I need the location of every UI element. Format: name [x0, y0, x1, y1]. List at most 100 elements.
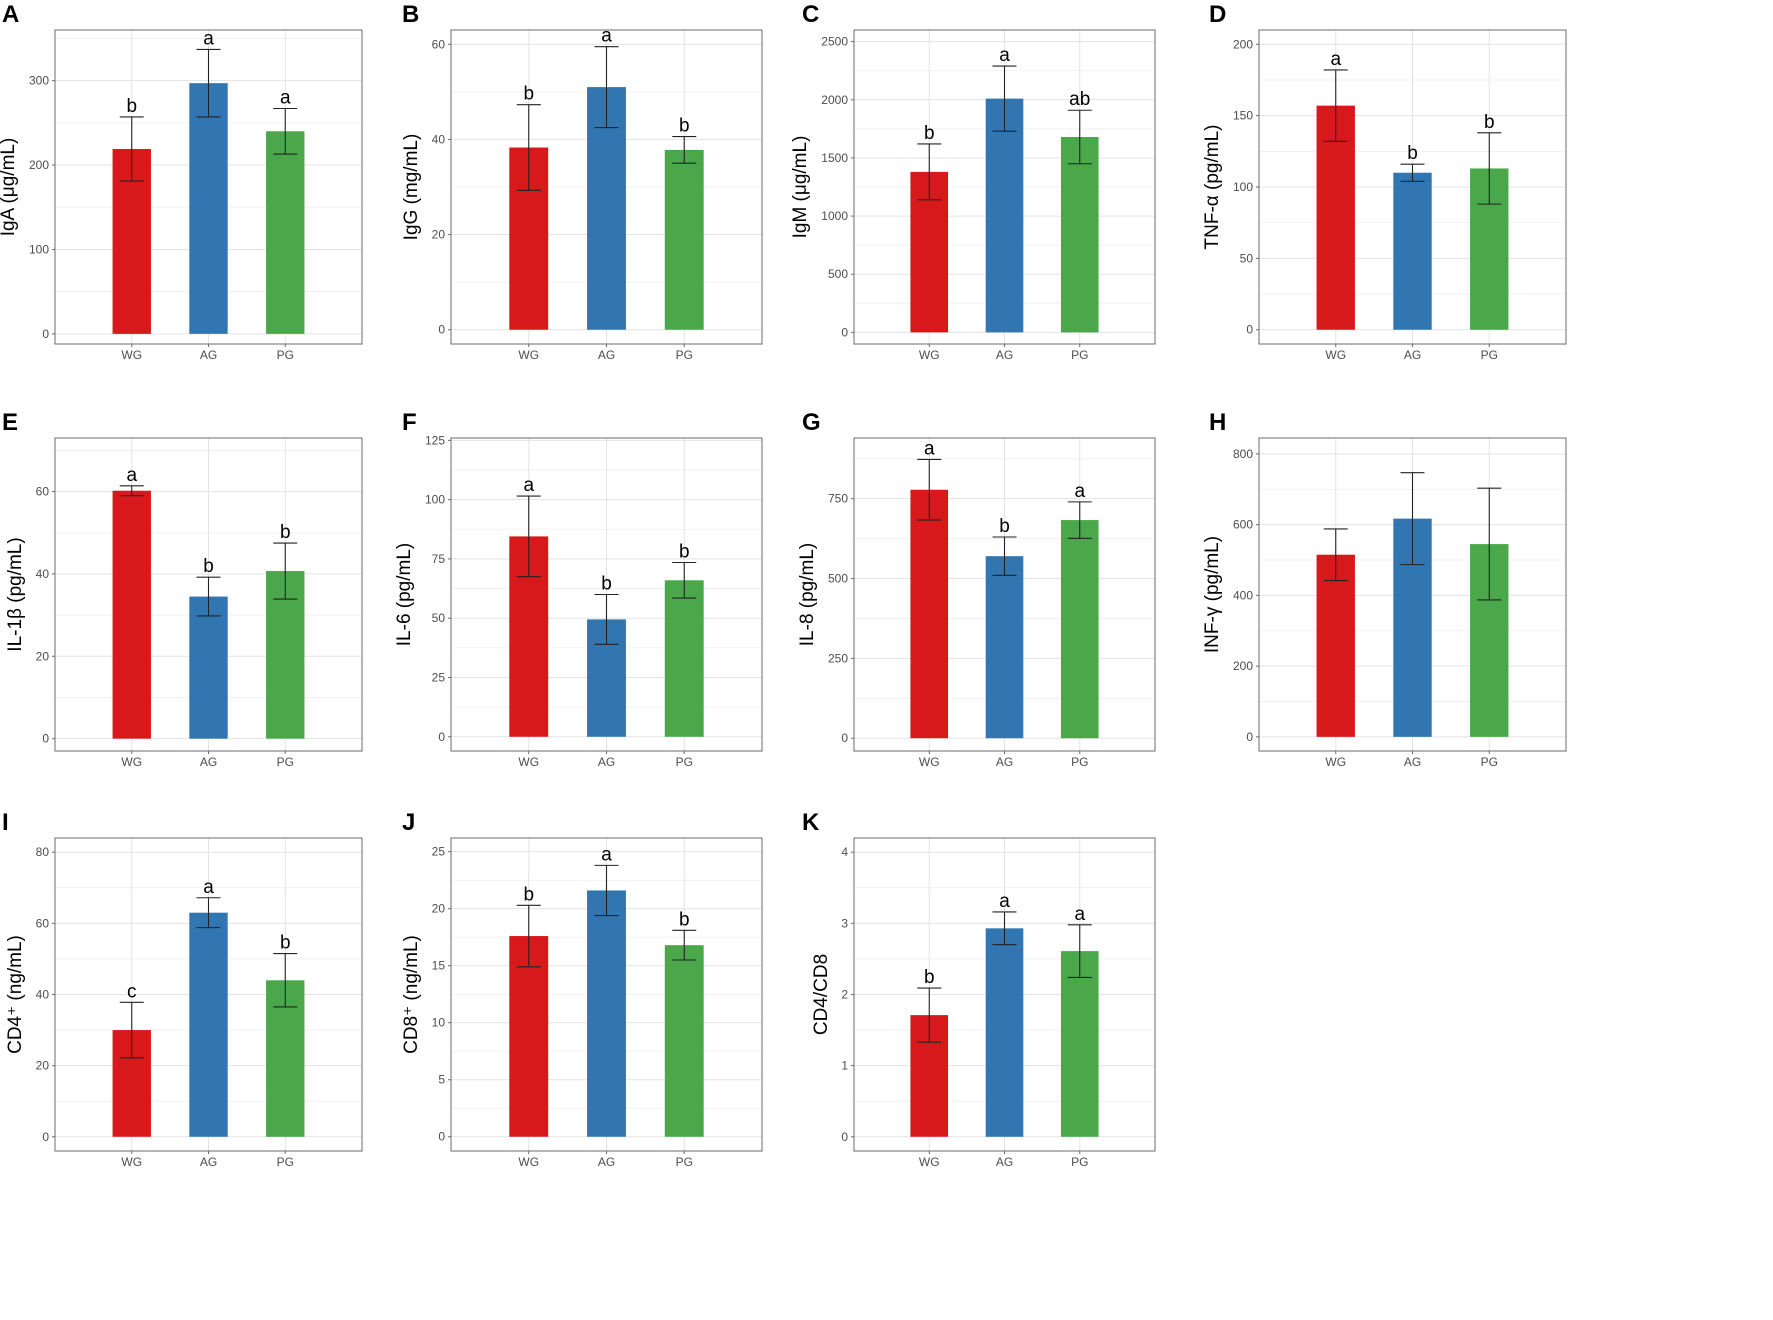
- chart-svg-a: Ab WG a AG a PG 0 100 200 300 IgA (μg/mL): [0, 1, 363, 362]
- x-tick-label: AG: [598, 1155, 615, 1169]
- chart-svg-k: Kb WG a AG a PG 0 1 2 3 4 CD4/CD8: [802, 809, 1156, 1169]
- y-tick-label: 15: [432, 959, 446, 973]
- x-tick-label: PG: [277, 755, 294, 769]
- chart-svg-b: Bb WG a AG b PG 0 20 40 60 IgG (mg/mL): [401, 1, 763, 362]
- chart-svg-i: Ic WG a AG b PG 0 20 40 60 80 CD4⁺ (ng/mL): [2, 809, 363, 1169]
- significance-label: b: [924, 123, 935, 144]
- significance-label: b: [280, 933, 291, 954]
- error-bar-ag: [1400, 472, 1425, 566]
- error-bar-wg: [119, 485, 144, 497]
- error-bar-pg: [273, 542, 298, 600]
- error-bar-pg: [1477, 132, 1502, 205]
- x-tick-label: AG: [1404, 348, 1421, 362]
- y-tick-label: 60: [432, 37, 446, 51]
- bar-pg: [1060, 136, 1099, 333]
- significance-label: a: [999, 891, 1010, 912]
- y-tick-label: 2000: [821, 93, 848, 107]
- x-tick-label: WG: [518, 1155, 539, 1169]
- y-tick-label: 100: [29, 242, 49, 256]
- error-bar-wg: [917, 458, 942, 521]
- chart-svg-d: Da WG b AG b PG 0 50 100 150 200 TNF-α (pg/mL): [1202, 1, 1567, 362]
- x-tick-label: WG: [919, 1155, 940, 1169]
- y-tick-label: 125: [425, 433, 445, 447]
- significance-label: b: [203, 556, 214, 577]
- plot-frame: [853, 437, 1156, 752]
- x-tick-label: WG: [121, 1155, 142, 1169]
- x-tick-label: PG: [676, 1155, 693, 1169]
- y-tick-label: 0: [42, 732, 49, 746]
- error-bar-ag: [594, 593, 619, 645]
- error-bar-wg: [917, 143, 942, 201]
- y-tick-label: 3: [841, 916, 848, 930]
- bar-pg: [1060, 520, 1099, 739]
- y-tick-label: 40: [36, 567, 50, 581]
- y-axis-title: CD4⁺ (ng/mL): [5, 935, 26, 1054]
- significance-label: a: [126, 465, 137, 486]
- error-bar-wg: [516, 495, 541, 578]
- plot-frame: [54, 437, 363, 752]
- chart-svg-f: Fa WG b AG b PG 0 25 50 75 100 125 IL-6 (pg/mL): [394, 409, 763, 769]
- x-tick-label: WG: [1325, 755, 1346, 769]
- y-tick-label: 25: [432, 845, 446, 859]
- error-bar-ag: [196, 576, 221, 617]
- y-tick-label: 20: [432, 902, 446, 916]
- y-tick-label: 50: [432, 611, 446, 625]
- x-tick-label: PG: [1071, 755, 1088, 769]
- chart-svg-g: Ga WG b AG a PG 0 250 500 750 IL-8 (pg/mL): [797, 409, 1156, 769]
- bar-wg: [112, 490, 151, 739]
- y-tick-label: 20: [36, 649, 50, 663]
- y-axis-title: IL-8 (pg/mL): [797, 543, 818, 646]
- y-tick-label: 0: [1246, 323, 1253, 337]
- significance-label: a: [924, 438, 935, 459]
- error-bar-wg: [1323, 528, 1348, 582]
- x-tick-label: AG: [996, 348, 1013, 362]
- y-tick-label: 50: [1240, 251, 1254, 265]
- significance-label: a: [601, 844, 612, 865]
- bar-ag: [189, 83, 228, 334]
- y-tick-label: 200: [1233, 37, 1253, 51]
- significance-label: a: [1074, 904, 1085, 925]
- significance-label: b: [679, 909, 690, 930]
- panel-letter: I: [2, 809, 9, 836]
- panel-letter: H: [1209, 409, 1226, 436]
- y-tick-label: 0: [438, 323, 445, 337]
- chart-svg-j: Jb WG a AG b PG 0 5 10 15 20 25 CD8⁺ (ng/mL): [401, 809, 763, 1169]
- y-tick-label: 500: [828, 267, 848, 281]
- panel-letter: J: [402, 809, 415, 836]
- y-tick-label: 400: [1233, 588, 1253, 602]
- significance-label: b: [601, 574, 612, 595]
- bar-ag: [189, 596, 228, 739]
- y-tick-label: 0: [841, 1130, 848, 1144]
- y-tick-label: 60: [36, 916, 50, 930]
- error-bar-ag: [992, 65, 1017, 132]
- y-tick-label: 1000: [821, 209, 848, 223]
- significance-label: a: [523, 475, 534, 496]
- bar-ag: [985, 98, 1024, 333]
- x-tick-label: AG: [200, 1155, 217, 1169]
- error-bar-pg: [273, 953, 298, 1008]
- bar-wg: [910, 489, 949, 739]
- x-tick-label: WG: [518, 755, 539, 769]
- bar-ag: [587, 890, 626, 1137]
- significance-label: ab: [1069, 89, 1090, 110]
- error-bar-ag: [1400, 163, 1425, 182]
- x-tick-label: WG: [518, 348, 539, 362]
- bar-ag: [189, 912, 228, 1137]
- error-bar-wg: [917, 987, 942, 1043]
- error-bar-ag: [196, 48, 221, 118]
- error-bar-ag: [196, 897, 221, 929]
- y-tick-label: 250: [828, 651, 848, 665]
- y-axis-title: IgM (μg/mL): [790, 136, 811, 239]
- y-tick-label: 200: [29, 158, 49, 172]
- error-bar-ag: [992, 911, 1017, 946]
- x-tick-label: PG: [1071, 1155, 1088, 1169]
- y-tick-label: 75: [432, 552, 446, 566]
- plot-frame: [54, 29, 363, 345]
- x-tick-label: PG: [277, 348, 294, 362]
- y-tick-label: 25: [432, 670, 446, 684]
